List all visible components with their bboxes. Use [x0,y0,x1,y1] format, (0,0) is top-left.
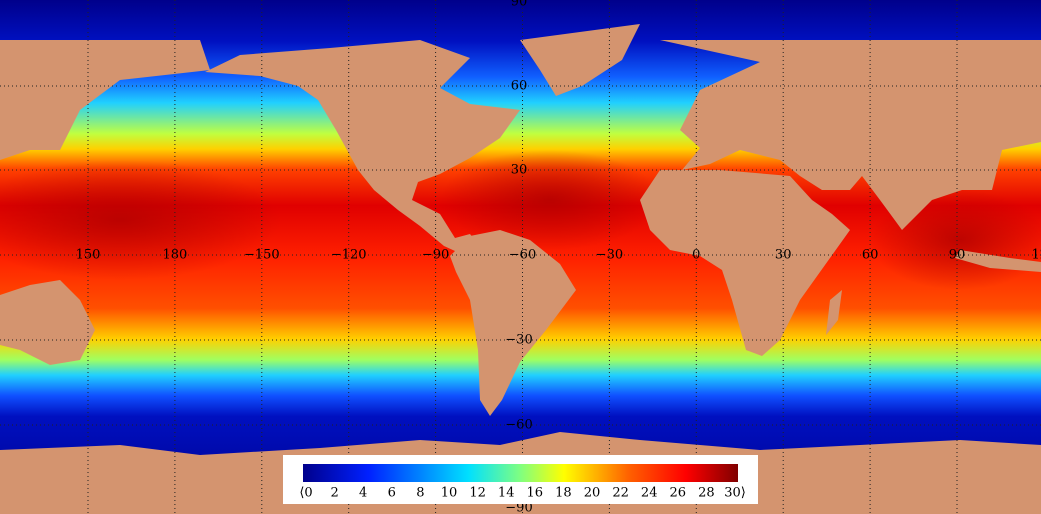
eurasia [660,40,1041,230]
longitude-label: −120 [331,248,367,263]
greenland [520,24,640,96]
asia-west [0,40,210,160]
madagascar [826,290,842,335]
longitude-label: −60 [509,248,536,263]
latitude-label: −60 [505,418,532,433]
colorbar-label: 12 [469,486,486,501]
colorbar-label: 18 [555,486,572,501]
colorbar-label: 16 [527,486,544,501]
colorbar [303,464,738,482]
north-america [205,40,520,256]
latitude-label: −30 [505,333,532,348]
colorbar-label: 26 [670,486,687,501]
longitude-label: −150 [244,248,280,263]
latitude-label: 60 [511,79,528,94]
colorbar-label: 4 [359,486,367,501]
colorbar-label: 22 [612,486,629,501]
latitude-label: 90 [511,0,528,10]
colorbar-label: ⟨0 [299,486,312,501]
colorbar-label: 28 [698,486,715,501]
warm-pool [0,160,280,280]
colorbar-label: 14 [498,486,515,501]
south-america [450,230,576,416]
longitude-label: 90 [949,248,966,263]
africa [640,170,850,356]
land [0,24,1041,514]
colorbar-label: 6 [388,486,396,501]
colorbar-label: 20 [584,486,601,501]
colorbar-label: 24 [641,486,658,501]
longitude-label: 150 [76,248,101,263]
longitude-label: 30 [775,248,792,263]
latitude-label: 30 [511,163,528,178]
longitude-label: −30 [596,248,623,263]
colorbar-label: 8 [416,486,424,501]
warm-pool [440,150,660,250]
longitude-label: 180 [162,248,187,263]
australia [0,280,95,365]
colorbar-label: 10 [441,486,458,501]
longitude-label: 60 [862,248,879,263]
colorbar-label: 30⟩ [724,486,746,501]
longitude-label: −90 [422,248,449,263]
longitude-label: 120 [1031,248,1041,263]
longitude-label: 0 [692,248,700,263]
colorbar-label: 2 [330,486,338,501]
